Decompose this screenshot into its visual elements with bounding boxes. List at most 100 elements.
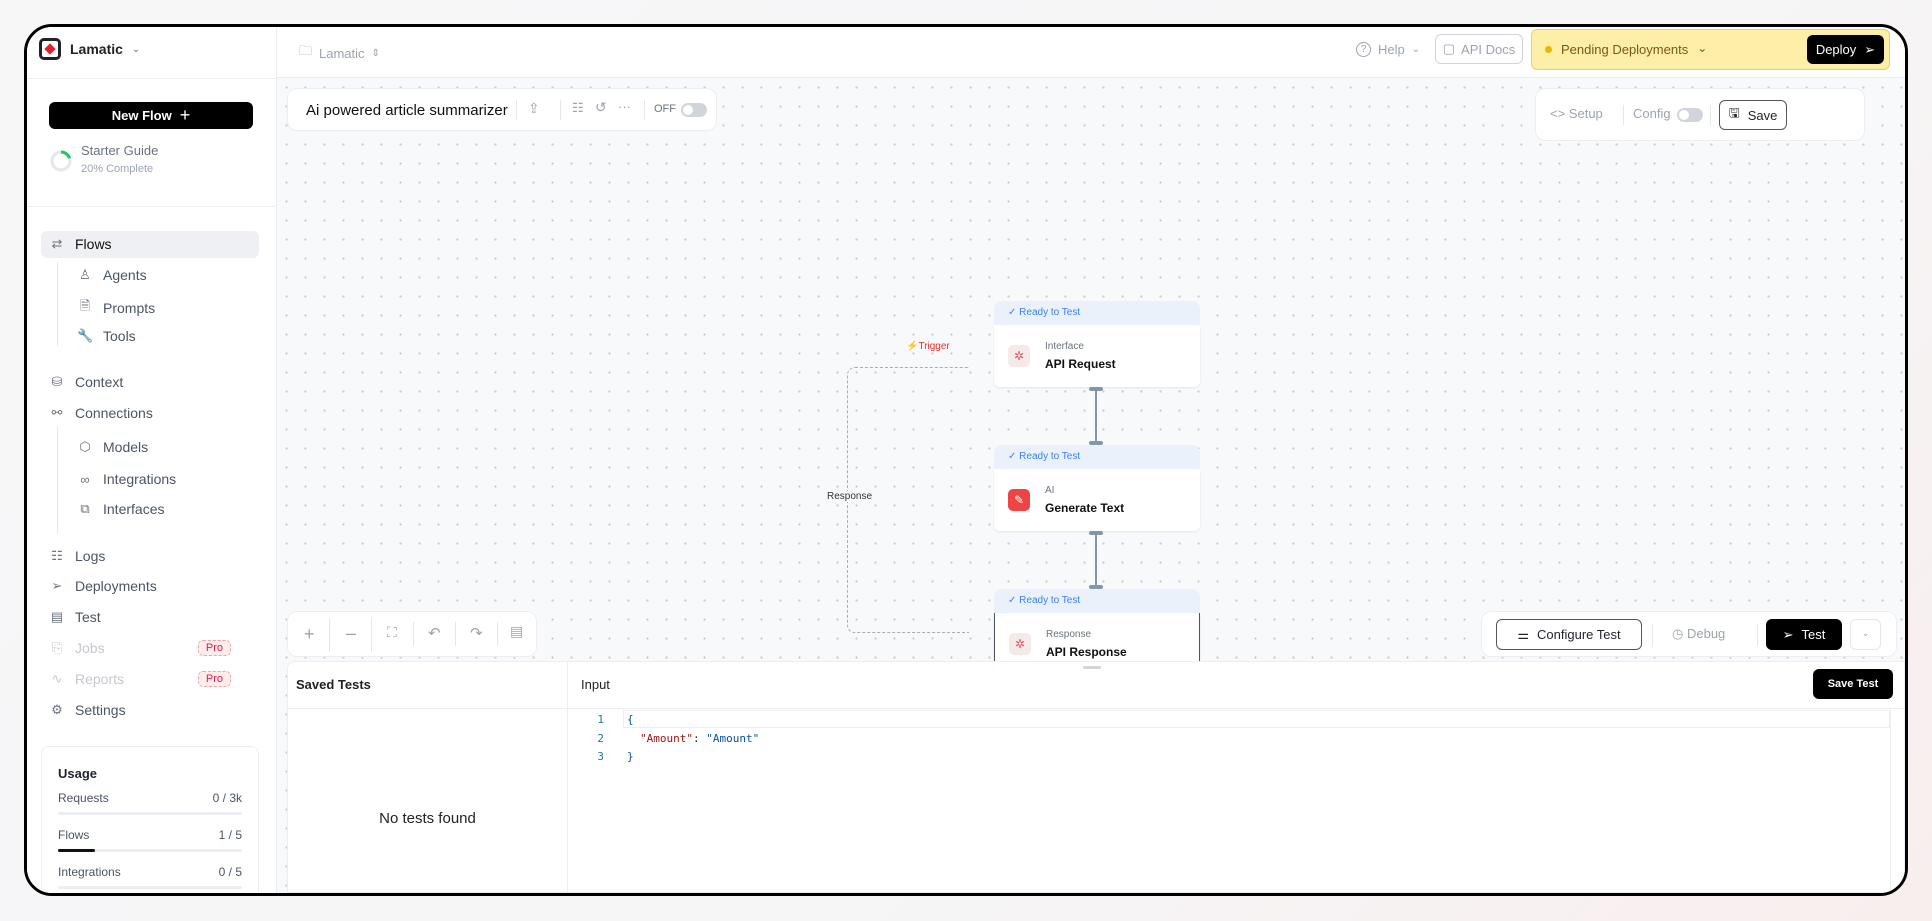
send-icon: ➢ [1782, 626, 1794, 642]
test-panel: Saved Tests No tests found Input Save Te… [287, 661, 1905, 893]
connection-icon: ⚯ [51, 405, 63, 420]
help-label: Help [1378, 42, 1405, 57]
starter-guide[interactable]: Starter Guide 20% Complete [49, 143, 249, 183]
sidebar-item-label: Context [75, 374, 124, 390]
json-editor[interactable]: 1 { 2 "Amount": "Amount" 3 } [568, 710, 1904, 892]
right-toolbar: <> Setup Config 🖫 Save [1535, 88, 1865, 141]
sidebar-item-connections[interactable]: ⚯ Connections [49, 405, 253, 421]
new-flow-button[interactable]: New Flow + [49, 102, 253, 129]
flow-canvas[interactable]: Ai powered article summarizer ⇪ ☷ ↺ ··· … [277, 78, 1905, 893]
help-menu[interactable]: ? Help ⌄ [1356, 42, 1420, 57]
sidebar-item-label: Logs [75, 548, 106, 564]
deploy-button[interactable]: Deploy ➢ [1807, 35, 1884, 64]
gear-icon: ✲ [1009, 633, 1031, 655]
node-status: ✓ Ready to Test [994, 589, 1200, 613]
node-status-label: Ready to Test [1019, 451, 1081, 462]
sidebar-item-integrations[interactable]: ∞ Integrations [77, 471, 253, 487]
save-label: Save [1747, 107, 1778, 123]
list-icon[interactable]: ☷ [572, 100, 584, 115]
usage-label: Integrations [58, 865, 121, 879]
wrench-icon: 🔧 [77, 328, 94, 343]
configure-test-button[interactable]: ⚌ Configure Test [1496, 619, 1642, 650]
flow-node[interactable]: ✓ Ready to Test ✲ Interface API Request [994, 301, 1200, 387]
sidebar-item-context[interactable]: ⛁ Context [49, 374, 253, 390]
code-line: 1 { [568, 713, 634, 729]
node-type: Response [1046, 629, 1092, 640]
undo-icon[interactable]: ↶ [428, 625, 441, 642]
more-icon[interactable]: ··· [618, 99, 631, 114]
config-toggle[interactable] [1677, 108, 1703, 122]
sidebar-item-label: Agents [103, 267, 147, 283]
usage-value: 1 / 5 [218, 828, 242, 842]
project-switcher[interactable]: 🗀 Lamatic ⇕ [299, 42, 380, 64]
test-label: Test [1801, 627, 1826, 642]
pending-label: Pending Deployments [1561, 42, 1689, 57]
gear-icon: ⚙ [51, 702, 63, 717]
usage-label: Requests [58, 791, 109, 805]
node-type: AI [1045, 485, 1055, 496]
api-docs-button[interactable]: ▢ API Docs [1435, 34, 1523, 64]
activity-icon: ∿ [51, 671, 63, 686]
sidebar-item-deployments[interactable]: ➢ Deployments [49, 578, 253, 594]
sidebar-item-logs[interactable]: ☷ Logs [49, 548, 253, 564]
zoom-out-icon[interactable]: – [346, 623, 357, 643]
sidebar: Lamatic ⌄ New Flow + Starter Guide 20% Co… [27, 27, 277, 893]
pro-badge: Pro [197, 671, 231, 687]
sidebar-item-prompts[interactable]: 🗎 Prompts [77, 297, 253, 319]
panel-resize-handle[interactable] [1083, 666, 1101, 669]
usage-bar-fill [58, 849, 95, 852]
json-brace: { [627, 713, 634, 726]
sidebar-item-tools[interactable]: 🔧 Tools [77, 328, 253, 344]
debug-label: Debug [1686, 626, 1726, 641]
sidebar-item-reports[interactable]: ∿ Reports Pro [49, 671, 253, 687]
send-icon: ➢ [51, 578, 63, 593]
sidebar-item-test[interactable]: ▤ Test [49, 609, 253, 625]
usage-title: Usage [58, 766, 98, 781]
line-number: 2 [597, 731, 604, 745]
database-icon: ⛁ [51, 374, 63, 389]
deploy-label: Deploy [1815, 42, 1857, 57]
robot-icon: ♙ [79, 267, 91, 282]
usage-bar [58, 886, 242, 889]
test-options-dropdown[interactable]: ⌄ [1850, 619, 1881, 650]
canvas-controls: + – ⛶ ↶ ↷ ▤ [287, 611, 537, 657]
sidebar-item-settings[interactable]: ⚙ Settings [49, 702, 253, 718]
save-button[interactable]: 🖫 Save [1719, 100, 1787, 130]
jobs-icon: ⎘ [51, 640, 63, 655]
sidebar-item-jobs[interactable]: ⎘ Jobs Pro [49, 640, 253, 656]
test-button[interactable]: ➢ Test [1766, 619, 1842, 650]
flow-title[interactable]: Ai powered article summarizer [306, 102, 508, 119]
workspace-switcher[interactable]: Lamatic ⌄ [39, 37, 140, 61]
chevron-down-icon: ⌄ [131, 43, 141, 55]
list-icon: ☷ [51, 548, 63, 563]
table-icon[interactable]: ▤ [510, 623, 524, 639]
json-value: "Amount" [706, 731, 760, 745]
sidebar-item-interfaces[interactable]: ⧉ Interfaces [77, 501, 253, 517]
usage-row: Flows 1 / 5 [58, 828, 242, 842]
editor-scrollbar[interactable] [1890, 710, 1904, 892]
fit-view-icon[interactable]: ⛶ [387, 624, 397, 640]
sidebar-item-label: Prompts [103, 300, 156, 316]
sidebar-item-agents[interactable]: ♙ Agents [77, 267, 253, 283]
zoom-in-icon[interactable]: + [304, 624, 315, 644]
history-icon[interactable]: ↺ [595, 99, 607, 115]
saved-tests-title: Saved Tests [296, 677, 371, 692]
sidebar-item-label: Settings [75, 702, 126, 718]
setup-button[interactable]: <> Setup [1550, 106, 1603, 121]
check-icon: ✓ [1008, 595, 1017, 606]
redo-icon[interactable]: ↷ [470, 625, 483, 642]
sidebar-item-label: Jobs [75, 640, 105, 656]
usage-bar [58, 849, 242, 852]
flow-active-toggle[interactable] [681, 103, 707, 117]
debug-button[interactable]: ◷ Debug [1672, 626, 1725, 642]
flow-node[interactable]: ✓ Ready to Test ✎ AI Generate Text [994, 445, 1200, 531]
node-status: ✓ Ready to Test [994, 301, 1200, 325]
upload-icon[interactable]: ⇪ [528, 100, 540, 116]
line-number: 1 [597, 713, 604, 726]
sidebar-item-models[interactable]: ⬡ Models [77, 439, 253, 455]
sidebar-item-flows[interactable]: ⇄ Flows [49, 236, 253, 252]
puzzle-icon: ⧉ [80, 501, 90, 516]
save-test-button[interactable]: Save Test [1813, 669, 1893, 699]
save-test-label: Save Test [1827, 678, 1879, 690]
pending-deployments[interactable]: Pending Deployments ⌄ Deploy ➢ [1531, 29, 1890, 70]
